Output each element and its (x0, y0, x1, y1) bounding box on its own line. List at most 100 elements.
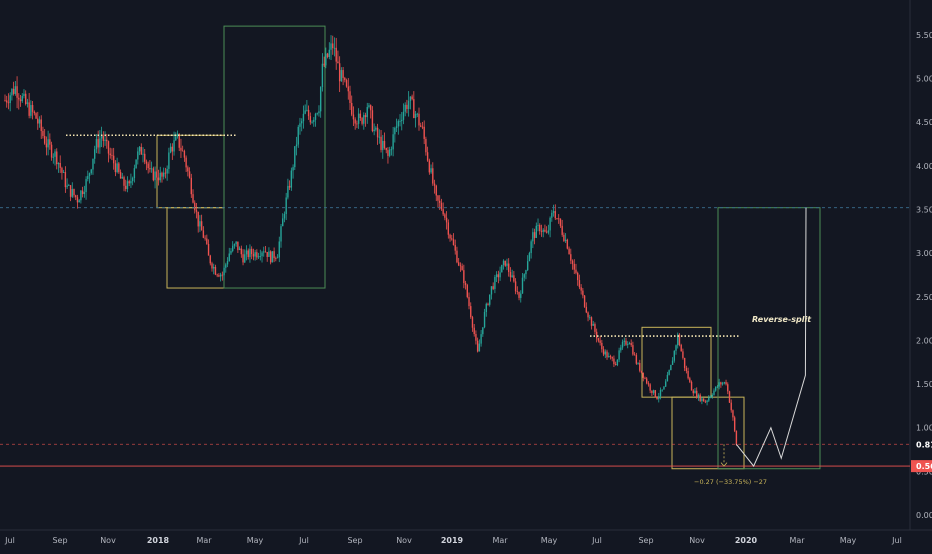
candle-body (394, 127, 396, 135)
candle-body (326, 53, 329, 57)
candle-body (287, 185, 289, 198)
candle-body (273, 251, 275, 259)
candle-body (520, 293, 522, 298)
candle-body (501, 264, 503, 273)
candle-body (190, 177, 192, 195)
candle-body (561, 225, 563, 235)
candle-body (399, 121, 401, 122)
candle-body (732, 410, 734, 418)
x-tick-label: Jul (298, 536, 309, 545)
candle-body (188, 171, 191, 178)
candle-body (232, 245, 234, 251)
candle-body (140, 146, 142, 155)
x-tick-label: Sep (638, 536, 653, 545)
candle-body (99, 138, 101, 148)
candle-body (495, 274, 498, 277)
candle-body (556, 218, 558, 220)
candle-body (249, 248, 251, 258)
candle-body (21, 96, 23, 102)
candle-body (633, 354, 636, 356)
candle-body (582, 290, 584, 296)
candle-body (138, 146, 141, 152)
candle-body (589, 317, 591, 319)
candle-body (142, 153, 144, 155)
candle-body (121, 177, 123, 179)
candle-body (206, 238, 208, 244)
candle-body (92, 158, 94, 170)
candle-body (464, 283, 467, 286)
x-tick-label: Sep (52, 536, 67, 545)
candle-body (219, 274, 222, 277)
candle-body (157, 177, 160, 181)
candle-body (447, 222, 450, 235)
candle-body (715, 386, 717, 391)
candle-body (107, 141, 110, 154)
candle-body (425, 138, 427, 153)
candle-body (571, 260, 574, 264)
candle-body (344, 77, 346, 81)
candle-body (175, 136, 177, 141)
candle-body (352, 114, 355, 120)
candle-body (478, 343, 481, 352)
candle-body (683, 357, 686, 369)
measure-arrowhead (720, 462, 728, 467)
candle-body (463, 270, 465, 284)
candle-body (583, 295, 586, 307)
candle-body (332, 43, 334, 49)
candle-body (723, 382, 726, 384)
x-tick-label: Jul (891, 536, 902, 545)
candle-body (38, 119, 41, 124)
candle-body (109, 153, 111, 156)
candle-body (621, 341, 624, 348)
candle-body (254, 252, 256, 257)
candle-body (699, 394, 701, 402)
candle-body (301, 121, 303, 124)
candle-body (489, 294, 491, 305)
candle-body (592, 324, 594, 326)
candle-body (152, 168, 155, 181)
candle-body (321, 63, 324, 88)
candle-body (95, 139, 98, 150)
candle-body (30, 105, 32, 116)
candle-body (37, 118, 39, 124)
candle-body (445, 217, 448, 223)
candle-body (333, 47, 336, 49)
candle-body (266, 252, 268, 257)
grid (0, 0, 932, 531)
candle-body (4, 100, 6, 102)
candle-body (169, 146, 172, 153)
candle-body (451, 238, 453, 240)
candle-body (573, 263, 575, 270)
candle-body (226, 261, 229, 265)
candle-body (263, 251, 265, 253)
candle-body (476, 340, 479, 352)
candle-body (164, 172, 167, 174)
candle-body (727, 384, 729, 392)
candle-body (97, 139, 99, 148)
candle-body (168, 152, 170, 169)
candle-body (482, 327, 484, 335)
candle-body (126, 181, 129, 189)
candle-body (647, 383, 650, 385)
candle-body (359, 113, 362, 119)
candle-body (318, 111, 320, 114)
candle-body (80, 190, 82, 201)
candle-body (504, 260, 506, 266)
candle-body (245, 250, 248, 255)
candle-body (528, 253, 531, 262)
candle-body (652, 390, 655, 393)
candle-body (533, 232, 536, 238)
candle-body (728, 391, 731, 403)
candle-body (392, 134, 394, 150)
candle-body (211, 263, 213, 269)
candle-body (43, 135, 46, 144)
candle-body (45, 143, 48, 148)
candle-body (268, 251, 270, 257)
candle-body (725, 382, 727, 385)
candle-body (390, 149, 393, 151)
candle-body (599, 340, 601, 343)
candle-body (23, 93, 25, 97)
candle-body (185, 157, 187, 168)
candle-body (119, 172, 122, 179)
candle-body (370, 105, 372, 111)
